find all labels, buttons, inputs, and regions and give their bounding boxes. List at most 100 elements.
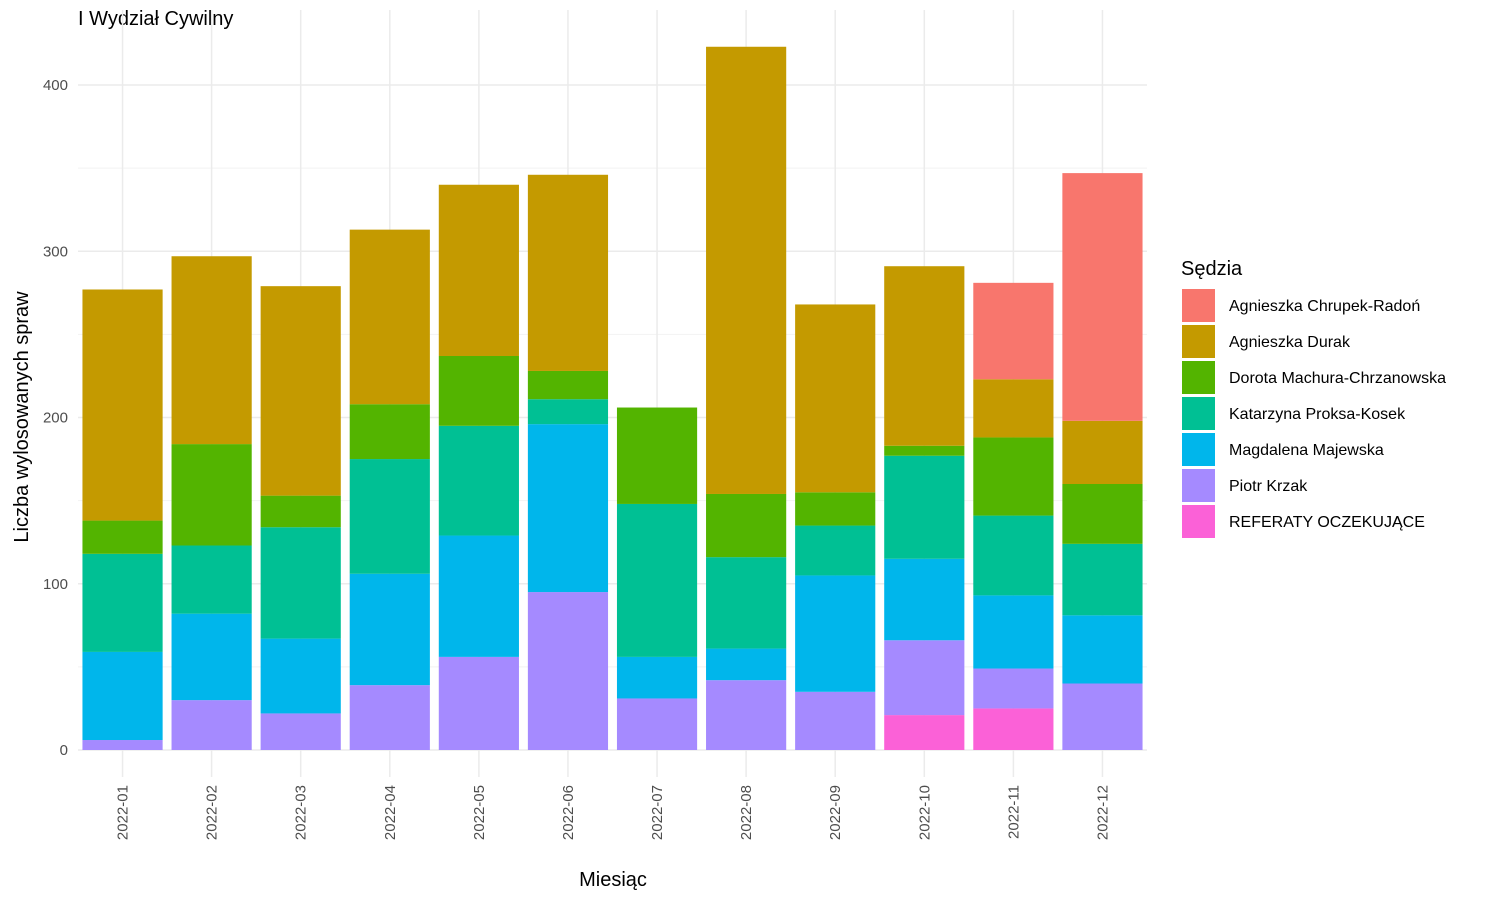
y-tick-label: 200 [43,410,68,427]
bar-segment [616,503,698,657]
bar-segment [973,668,1054,709]
bar-segment [349,404,430,460]
bar-segment [973,595,1054,669]
bar-segment [82,289,163,521]
bars [82,46,1143,750]
bar-segment [706,557,787,649]
bar-segment [616,407,698,504]
bar-segment [349,573,430,686]
bar-segment [1062,484,1143,544]
bar-segment [884,640,965,716]
bar-segment [616,698,698,750]
bar-segment [795,492,876,526]
x-axis-ticks: 2022-01 2022-02 2022-03 2022-04 2022-05 2022-… [115,785,1112,840]
y-tick-label: 0 [60,742,68,759]
legend-label: Agnieszka Durak [1229,334,1351,351]
bar-segment [438,355,519,426]
bar-segment [260,527,341,639]
y-tick-label: 300 [43,243,68,260]
legend-swatch [1182,397,1215,430]
bar-segment [795,525,876,576]
bar-segment [973,437,1054,516]
legend: Sędzia Agnieszka Chrupek-Radoń Agnieszka … [1181,258,1446,538]
x-tick-label: 2022-07 [649,785,666,840]
chart-title: I Wydział Cywilny [78,8,234,30]
y-axis-title: Liczba wylosowanych spraw [11,291,33,543]
legend-label: Magdalena Majewska [1229,442,1384,459]
x-tick-label: 2022-01 [115,785,132,840]
bar-segment [884,455,965,559]
x-tick-label: 2022-12 [1094,785,1111,840]
legend-swatch [1182,505,1215,538]
legend-label: Katarzyna Proksa-Kosek [1229,406,1406,423]
x-tick-label: 2022-06 [560,785,577,840]
bar-segment [349,229,430,405]
bar-segment [438,425,519,536]
bar-segment [82,740,163,750]
legend-swatch [1182,469,1215,502]
bar-segment [973,379,1054,438]
y-tick-label: 400 [43,77,68,94]
y-axis-ticks: 0 100 200 300 400 [43,77,68,759]
bar-segment [171,444,252,546]
bar-segment [527,174,609,371]
bar-segment [171,613,252,701]
bar-segment [1062,683,1143,750]
legend-swatch [1182,325,1215,358]
bar-segment [1062,615,1143,684]
legend-swatch [1182,289,1215,322]
bar-segment [527,592,609,750]
bar-segment [884,715,965,750]
bar-segment [884,558,965,641]
x-tick-label: 2022-09 [827,785,844,840]
bar-segment [527,370,609,400]
legend-label: Dorota Machura-Chrzanowska [1229,370,1446,387]
bar-segment [260,495,341,528]
bar-segment [438,184,519,356]
x-tick-label: 2022-02 [204,785,221,840]
bar-segment [1062,420,1143,484]
bar-segment [82,520,163,554]
bar-segment [171,700,252,750]
legend-title: Sędzia [1181,258,1243,280]
bar-segment [260,713,341,750]
legend-swatch [1182,433,1215,466]
x-axis-title: Miesiąc [579,869,647,891]
bar-segment [1062,173,1143,421]
bar-segment [1062,543,1143,616]
bar-segment [349,685,430,750]
bar-segment [706,46,787,494]
bar-segment [82,651,163,741]
legend-label: REFERATY OCZEKUJĄCE [1229,514,1425,531]
bar-segment [795,575,876,692]
bar-segment [527,399,609,425]
bar-segment [349,459,430,574]
legend-label: Agnieszka Chrupek-Radoń [1229,298,1420,315]
bar-segment [706,648,787,681]
bar-segment [260,638,341,714]
bar-segment [884,266,965,446]
bar-segment [82,553,163,652]
bar-segment [795,304,876,493]
bar-segment [706,493,787,558]
bar-segment [973,282,1054,380]
x-tick-label: 2022-03 [293,785,310,840]
bar-segment [616,656,698,699]
bar-segment [973,708,1054,750]
bar-segment [973,515,1054,596]
bar-segment [171,545,252,614]
legend-label: Piotr Krzak [1229,478,1308,495]
bar-segment [438,535,519,657]
x-tick-label: 2022-05 [471,785,488,840]
legend-swatch [1182,361,1215,394]
x-tick-label: 2022-08 [738,785,755,840]
bar-segment [706,680,787,750]
bar-segment [438,656,519,750]
bar-segment [527,424,609,593]
x-tick-label: 2022-04 [382,785,399,840]
x-tick-label: 2022-11 [1005,785,1022,839]
x-tick-label: 2022-10 [916,785,933,840]
bar-segment [795,691,876,750]
bar-segment [884,445,965,456]
